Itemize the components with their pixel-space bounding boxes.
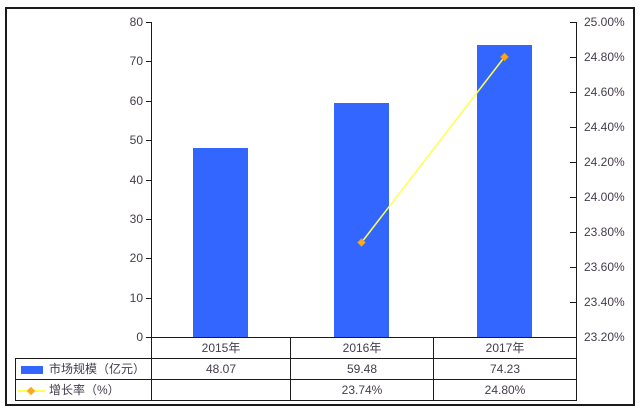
y-axis-right-tick xyxy=(570,162,576,163)
legend-label-market-size: 市场规模（亿元） xyxy=(49,362,146,376)
y-axis-left-tick xyxy=(146,22,151,23)
y-axis-right-tick xyxy=(570,127,576,128)
legend-item-growth-rate: 增长率（%） xyxy=(16,380,150,401)
table-category-2016: 2016年 xyxy=(342,341,382,355)
y-axis-left-tick xyxy=(146,258,151,260)
y-axis-left-line xyxy=(151,22,152,337)
y-axis-left-label: 30 xyxy=(129,211,143,226)
y-axis-left-tick xyxy=(146,100,151,102)
y-axis-left-label: 70 xyxy=(129,54,143,69)
y-axis-left-label: 10 xyxy=(129,290,143,305)
y-axis-right-line xyxy=(576,22,577,337)
legend-label-growth-rate: 增长率（%） xyxy=(49,383,120,397)
growth-rate-line xyxy=(360,56,506,243)
y-axis-right-label: 23.60% xyxy=(584,260,625,274)
y-axis-right-label: 23.40% xyxy=(584,295,625,309)
table-line xyxy=(15,379,577,380)
x-axis-line xyxy=(151,337,577,338)
y-axis-right-label: 23.20% xyxy=(584,330,625,344)
y-axis-left-tick xyxy=(146,297,151,299)
diamond-marker-icon xyxy=(357,238,366,247)
table-line xyxy=(576,337,577,401)
y-axis-right-label: 25.00% xyxy=(584,15,625,29)
y-axis-left-label: 60 xyxy=(129,93,143,108)
diamond-marker-icon xyxy=(500,52,509,62)
table-line xyxy=(15,400,577,401)
table-value-market-2017: 74.23 xyxy=(489,362,521,376)
diamond-marker-icon xyxy=(26,386,36,395)
y-axis-right-tick xyxy=(570,92,576,93)
y-axis-right-label: 24.80% xyxy=(584,50,625,64)
y-axis-left-tick xyxy=(146,179,151,181)
y-axis-right-label: 23.80% xyxy=(584,225,625,239)
bar-legend-swatch-icon xyxy=(21,365,43,374)
y-axis-left-tick xyxy=(146,140,151,142)
y-axis-right-tick xyxy=(570,57,576,58)
y-axis-right-tick xyxy=(570,232,576,233)
table-line xyxy=(151,337,152,401)
table-category-2017: 2017年 xyxy=(485,341,525,355)
bar-2015年 xyxy=(193,148,248,337)
table-category-2015: 2015年 xyxy=(201,341,241,355)
y-axis-left-label: 50 xyxy=(129,133,143,148)
bar-2017年 xyxy=(477,45,532,337)
table-value-market-2016: 59.48 xyxy=(346,362,378,376)
y-axis-left-tick xyxy=(146,337,151,338)
table-line xyxy=(15,358,577,359)
y-axis-left-label: 0 xyxy=(136,330,143,344)
table-value-growth-2016: 23.74% xyxy=(341,383,383,397)
y-axis-left-label: 40 xyxy=(129,172,143,187)
table-value-market-2015: 48.07 xyxy=(205,362,237,376)
table-line xyxy=(433,337,434,401)
legend-item-market-size: 市场规模（亿元） xyxy=(16,359,150,380)
line-legend-swatch-icon xyxy=(18,386,45,395)
y-axis-left-tick xyxy=(146,218,151,220)
y-axis-right-tick xyxy=(570,267,576,268)
y-axis-left-label: 80 xyxy=(129,15,143,29)
y-axis-right-label: 24.20% xyxy=(584,155,625,169)
y-axis-left-tick xyxy=(146,61,151,63)
table-line xyxy=(290,337,291,401)
table-value-growth-2017: 24.80% xyxy=(484,383,526,397)
y-axis-right-tick xyxy=(570,22,576,23)
table-line xyxy=(15,358,16,401)
bar-2016年 xyxy=(334,103,389,337)
y-axis-right-tick xyxy=(570,197,576,198)
table-value-growth-2015 xyxy=(152,380,290,401)
y-axis-right-label: 24.40% xyxy=(584,120,625,134)
y-axis-left-label: 20 xyxy=(129,251,143,266)
y-axis-right-label: 24.60% xyxy=(584,85,625,99)
y-axis-right-label: 24.00% xyxy=(584,190,625,204)
y-axis-right-tick xyxy=(570,302,576,303)
